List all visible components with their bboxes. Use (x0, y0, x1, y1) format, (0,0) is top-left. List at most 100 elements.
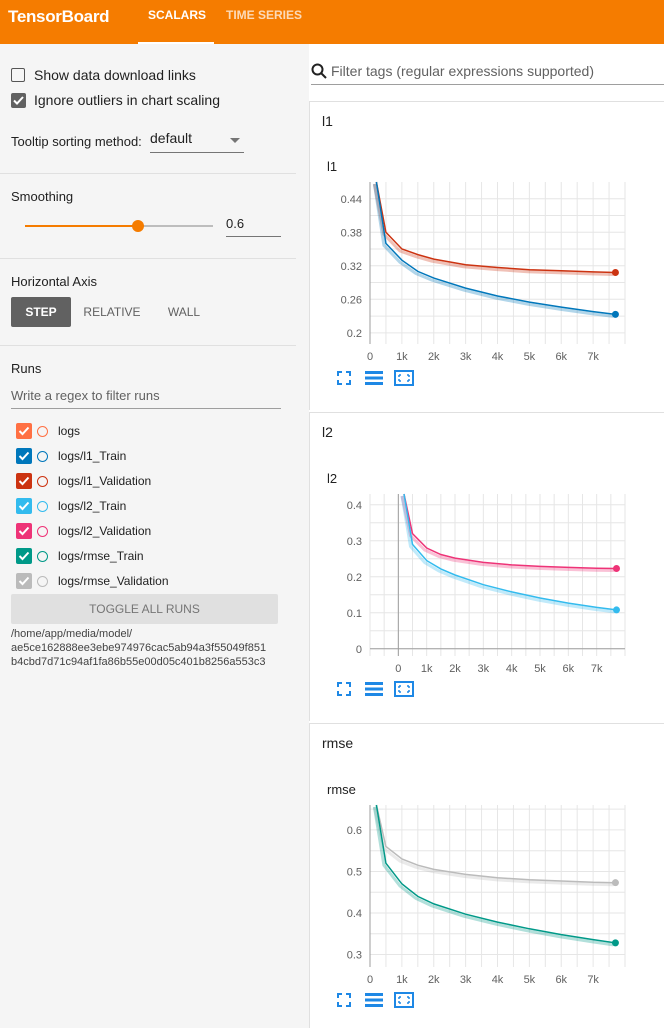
run-item[interactable]: logs/rmse_Train (16, 547, 144, 565)
series-end-point (613, 565, 620, 573)
toggle-all-runs-button[interactable]: TOGGLE ALL RUNS (11, 594, 278, 624)
run-color-circle-icon[interactable] (37, 525, 48, 537)
run-label: logs/l2_Train (58, 499, 127, 513)
expand-icon[interactable] (334, 991, 354, 1009)
series-line (403, 493, 617, 611)
run-label: logs/l1_Validation (58, 474, 152, 488)
series-line (403, 493, 617, 570)
x-tick-label: 3k (460, 974, 472, 986)
y-tick-label: 0.3 (347, 536, 362, 548)
x-tick-label: 4k (492, 351, 504, 363)
x-tick-label: 0 (395, 663, 401, 675)
run-checkbox[interactable] (16, 523, 32, 539)
run-item[interactable]: logs/rmse_Validation (16, 572, 169, 590)
run-item[interactable]: logs (16, 422, 80, 440)
run-color-circle-icon[interactable] (37, 425, 48, 437)
series-raw-line (372, 183, 614, 276)
toggle-log-scale-icon[interactable] (364, 991, 384, 1009)
series-end-point (611, 310, 619, 318)
run-checkbox[interactable] (16, 573, 32, 589)
expand-icon[interactable] (334, 680, 354, 698)
series-end-point (611, 268, 619, 276)
fit-domain-icon[interactable] (394, 680, 414, 698)
smoothing-slider-fill (25, 225, 138, 227)
x-tick-label: 2k (428, 974, 440, 986)
tab-scalars[interactable]: SCALARS (148, 8, 207, 22)
series-line (375, 804, 616, 884)
tag-filter-input[interactable]: Filter tags (regular expressions support… (311, 60, 664, 85)
axis-relative-button[interactable]: RELATIVE (83, 305, 141, 319)
card-toolbar (334, 991, 414, 1009)
y-tick-label: 0.4 (347, 500, 362, 512)
runs-filter-placeholder: Write a regex to filter runs (11, 388, 160, 403)
runs-filter-input[interactable]: Write a regex to filter runs (11, 388, 281, 409)
smoothing-input[interactable]: 0.6 (226, 216, 281, 237)
series-end-point (611, 879, 619, 887)
check-icon (18, 451, 30, 461)
chart-card-rmse (309, 762, 664, 1028)
run-item[interactable]: logs/l2_Train (16, 497, 126, 515)
x-tick-label: 5k (534, 663, 546, 675)
fit-domain-icon[interactable] (394, 991, 414, 1009)
active-tab-indicator (138, 42, 214, 44)
run-item[interactable]: logs/l2_Validation (16, 522, 151, 540)
x-tick-label: 1k (396, 351, 408, 363)
toggle-log-scale-icon[interactable] (364, 680, 384, 698)
line-chart-l1[interactable]: 0.2 0.26 0.32 0.38 0.44 0 1k 2k 3k 4k 5k 6k 7k (320, 178, 630, 366)
group-header-rmse[interactable]: rmse (309, 723, 664, 763)
x-tick-label: 2k (428, 351, 440, 363)
card-toolbar (334, 680, 414, 698)
y-tick-label: 0.32 (341, 261, 362, 273)
run-color-circle-icon[interactable] (37, 500, 48, 512)
show-download-links-checkbox[interactable]: Show data download links (11, 66, 196, 84)
y-tick-label: 0.1 (347, 608, 362, 620)
x-tick-label: 2k (449, 663, 461, 675)
checkbox-checked-icon (11, 92, 26, 108)
group-header-l1[interactable]: l1 (309, 101, 664, 141)
smoothing-title: Smoothing (11, 189, 74, 204)
run-item[interactable]: logs/l1_Train (16, 447, 126, 465)
series-end-point (613, 606, 620, 614)
line-chart-l2[interactable]: 0 0.1 0.2 0.3 0.4 0 1k 2k 3k 4k 5k 6k 7k (320, 490, 630, 678)
run-checkbox[interactable] (16, 498, 32, 514)
run-color-circle-icon[interactable] (37, 450, 48, 462)
tooltip-sorting-value: default (150, 130, 193, 146)
run-checkbox[interactable] (16, 423, 32, 439)
run-checkbox[interactable] (16, 448, 32, 464)
group-header-l2[interactable]: l2 (309, 412, 664, 452)
run-item[interactable]: logs/l1_Validation (16, 472, 151, 490)
group-title: rmse (322, 735, 354, 751)
run-checkbox[interactable] (16, 473, 32, 489)
y-tick-label: 0.6 (347, 825, 362, 837)
toggle-log-scale-icon[interactable] (364, 369, 384, 387)
tooltip-sorting-select[interactable]: default (150, 130, 244, 153)
x-tick-label: 6k (555, 351, 567, 363)
tab-time-series[interactable]: TIME SERIES (226, 8, 303, 22)
series-end-point (611, 939, 619, 947)
axis-wall-button[interactable]: WALL (167, 305, 201, 319)
smoothing-slider-thumb[interactable] (131, 220, 144, 232)
search-icon (311, 63, 327, 79)
x-tick-label: 1k (396, 974, 408, 986)
axis-step-button[interactable]: STEP (11, 297, 71, 327)
run-color-circle-icon[interactable] (37, 550, 48, 562)
x-tick-label: 1k (421, 663, 433, 675)
expand-icon[interactable] (334, 369, 354, 387)
card-title-l1: l1 (327, 159, 338, 174)
divider (0, 345, 296, 346)
ignore-outliers-checkbox[interactable]: Ignore outliers in chart scaling (11, 91, 220, 109)
run-color-circle-icon[interactable] (37, 575, 48, 587)
fit-domain-icon[interactable] (394, 369, 414, 387)
check-icon (18, 476, 30, 486)
show-download-links-label: Show data download links (34, 67, 196, 83)
run-checkbox[interactable] (16, 548, 32, 564)
run-label: logs/rmse_Train (58, 549, 144, 563)
line-chart-rmse[interactable]: 0.3 0.4 0.5 0.6 0 1k 2k 3k 4k 5k 6k 7k (320, 801, 630, 989)
run-color-circle-icon[interactable] (37, 475, 48, 487)
check-icon (18, 576, 30, 586)
y-tick-label: 0.26 (341, 294, 362, 306)
group-title: l2 (322, 424, 333, 440)
y-tick-label: 0 (356, 644, 362, 656)
checkbox-unchecked-icon (11, 68, 25, 82)
top-app-bar: TensorBoard SCALARS TIME SERIES (0, 0, 664, 44)
